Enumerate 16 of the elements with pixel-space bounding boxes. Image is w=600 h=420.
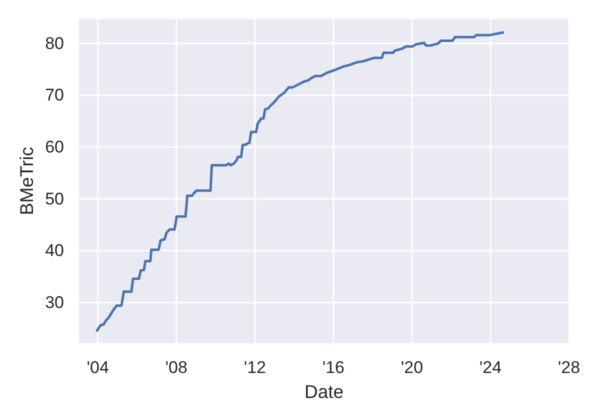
line-series (96, 31, 504, 332)
x-tick-label: '28 (558, 358, 580, 377)
x-tick-label: '08 (165, 358, 188, 377)
x-tick-label: '20 (400, 358, 424, 377)
y-axis-title: BMeTric (16, 146, 36, 216)
x-axis-title: Date (304, 381, 344, 402)
y-tick-label: 50 (45, 189, 64, 208)
y-tick-label: 60 (45, 138, 64, 157)
x-tick-label: '24 (479, 358, 502, 377)
y-tick-label: 40 (45, 241, 64, 260)
y-tick-label: 70 (45, 86, 64, 105)
y-tick-label: 30 (45, 293, 64, 312)
x-tick-label: '16 (322, 358, 345, 377)
x-tick-label: '04 (86, 358, 109, 377)
y-tick-label: 80 (45, 34, 64, 53)
x-tick-label: '12 (244, 358, 266, 377)
